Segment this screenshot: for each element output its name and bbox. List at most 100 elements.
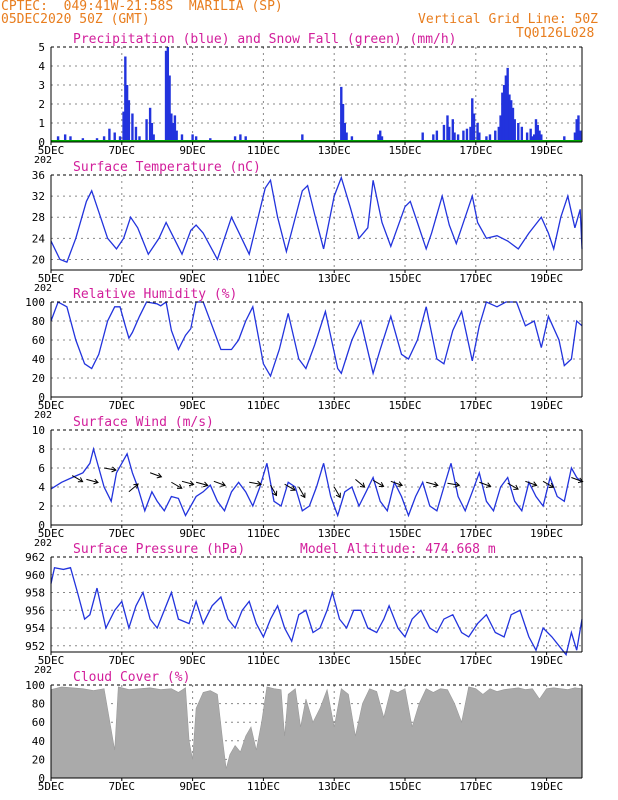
precip-bar — [485, 136, 488, 142]
y-tick-label: 0 — [38, 519, 45, 532]
y-tick-label: 958 — [25, 587, 45, 600]
y-tick-label: 4 — [38, 60, 45, 73]
wind-vector-shaft — [149, 472, 162, 478]
x-tick-label: 11DEC — [247, 399, 280, 412]
panel-title: Surface Pressure (hPa) — [73, 542, 245, 557]
precip-bar — [125, 85, 129, 142]
precip-bar — [456, 134, 460, 142]
wind-vector-shaft — [333, 486, 341, 498]
precip-bar — [435, 130, 439, 142]
x-tick-label: 15DEC — [388, 527, 421, 540]
x-tick-label: 13DEC — [318, 780, 351, 793]
precip-bar — [380, 136, 384, 142]
panel-3 — [50, 300, 583, 400]
precip-bar — [471, 98, 474, 142]
precip-bar — [494, 130, 497, 142]
wind-vector-head — [359, 482, 366, 488]
panel-6 — [50, 684, 583, 781]
wind-vector-arrow — [298, 486, 306, 499]
precip-bar — [127, 100, 131, 142]
wind-vector-arrow — [249, 480, 262, 487]
wind-vector-head — [133, 483, 139, 489]
panel-title: Surface Wind (m/s) — [73, 415, 214, 430]
y-tick-label: 8 — [38, 443, 45, 456]
precip-bar — [540, 134, 543, 142]
wind-vector-arrow — [196, 481, 209, 488]
wind-vector-head — [397, 481, 404, 487]
precip-bar — [517, 123, 520, 142]
precip-bar — [533, 134, 536, 142]
wind-vector-arrow — [71, 475, 84, 483]
wind-vector-shaft — [542, 480, 554, 488]
y-tick-label: 36 — [32, 169, 45, 182]
precip-bar — [239, 134, 242, 142]
wind-vector-head — [188, 480, 195, 487]
precip-bar — [465, 128, 469, 142]
y-tick-label: 6 — [38, 462, 45, 475]
precip-bar — [166, 47, 170, 142]
wind-vector-head — [77, 477, 84, 483]
wind-vector-arrow — [270, 484, 278, 497]
precip-bar — [577, 115, 580, 142]
x-tick-label: 19DEC — [530, 780, 563, 793]
x-tick-label: 11DEC — [247, 527, 280, 540]
x-tick-label: 5DEC — [38, 654, 65, 667]
precip-bar — [350, 136, 354, 142]
precip-bar — [124, 56, 127, 142]
y-tick-label: 20 — [32, 253, 45, 266]
y-tick-label: 60 — [32, 716, 45, 729]
x-tick-label: 11DEC — [247, 272, 280, 285]
precip-bar — [448, 126, 451, 142]
x-year-label: 202 — [34, 665, 52, 676]
precip-bar — [69, 136, 72, 142]
precip-bar — [56, 136, 60, 142]
precip-bar — [538, 130, 541, 142]
precip-bar — [148, 107, 152, 142]
precip-bar — [534, 119, 538, 142]
precip-bar — [575, 119, 578, 142]
y-tick-label: 956 — [25, 604, 45, 617]
wind-vector-shaft — [479, 481, 491, 487]
precip-bar — [511, 107, 515, 142]
wind-vector-shaft — [298, 486, 306, 498]
wind-vector-shaft — [196, 481, 208, 486]
precip-bar — [134, 126, 138, 142]
y-tick-label: 1 — [38, 117, 45, 130]
precip-bar — [118, 136, 122, 142]
x-tick-label: 9DEC — [179, 272, 206, 285]
panel-title: Relative Humidity (%) — [73, 287, 237, 302]
precip-bar — [102, 136, 106, 142]
wind-vector-arrow — [525, 480, 538, 487]
precip-bar — [513, 119, 516, 142]
precip-bar — [194, 136, 198, 142]
wind-vector-arrow — [355, 479, 366, 488]
wind-vector-shaft — [447, 482, 460, 486]
precip-bar — [504, 75, 508, 142]
precip-bar — [171, 123, 175, 142]
precip-bar — [122, 111, 125, 142]
precip-bar — [377, 134, 380, 142]
wind-vector-arrow — [171, 481, 183, 489]
precip-bar — [529, 128, 532, 142]
wind-vector-shaft — [372, 479, 384, 487]
precip-bar — [131, 113, 134, 142]
y-tick-label: 962 — [25, 551, 45, 564]
x-tick-label: 19DEC — [530, 654, 563, 667]
y-tick-label: 40 — [32, 735, 45, 748]
wind-vector-arrow — [479, 481, 492, 488]
precip-bar — [508, 94, 511, 142]
precip-bar — [573, 132, 577, 142]
series-line — [50, 446, 583, 518]
precip-bar — [446, 115, 449, 142]
precip-bar — [579, 130, 582, 142]
wind-vector-shaft — [390, 480, 403, 486]
y-tick-label: 0 — [38, 772, 45, 785]
precip-bar — [501, 92, 504, 142]
x-tick-label: 11DEC — [247, 654, 280, 667]
wind-vector-head — [485, 482, 492, 488]
x-year-label: 202 — [34, 155, 52, 166]
x-tick-label: 19DEC — [530, 527, 563, 540]
y-tick-label: 10 — [32, 424, 45, 437]
model-altitude-label: Model Altitude: 474.668 m — [300, 542, 496, 557]
precip-bar — [244, 136, 247, 142]
